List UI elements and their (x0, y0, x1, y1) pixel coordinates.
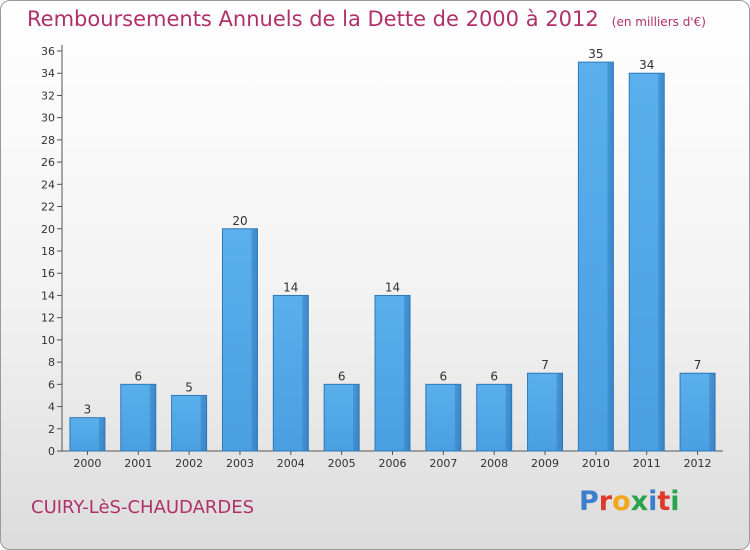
x-tick-label: 2008 (480, 457, 508, 470)
bar-shade (251, 228, 258, 451)
bar-shade (149, 384, 156, 451)
y-tick-label: 28 (41, 134, 55, 147)
bar-shade (404, 295, 410, 451)
y-tick-label: 34 (41, 67, 55, 80)
bar-value-label: 6 (440, 369, 448, 383)
city-name: CUIRY-LèS-CHAUDARDES (31, 497, 255, 518)
y-tick-label: 26 (41, 156, 55, 169)
x-tick-label: 2006 (379, 457, 407, 470)
x-tick-label: 2005 (328, 457, 356, 470)
logo-letter: P (579, 486, 599, 517)
bar-value-label: 5 (185, 380, 193, 394)
y-tick-label: 18 (41, 245, 55, 258)
bar-value-label: 14 (283, 280, 298, 294)
bar-value-label: 7 (541, 358, 549, 372)
logo-letter: r (598, 486, 613, 517)
bar-shade (302, 295, 309, 451)
bar-shade (658, 73, 665, 451)
y-tick-label: 30 (41, 112, 55, 125)
bar-shade (709, 373, 716, 451)
y-tick-label: 2 (48, 423, 55, 436)
chart-title: Remboursements Annuels de la Dette de 20… (27, 7, 599, 31)
chart-unit-note: (en milliers d'€) (611, 15, 706, 29)
x-tick-label: 2001 (124, 457, 152, 470)
y-tick-label: 12 (41, 312, 55, 325)
bar-shade (200, 395, 207, 451)
y-tick-label: 32 (41, 89, 55, 102)
y-tick-label: 24 (41, 178, 55, 191)
y-tick-label: 20 (41, 223, 55, 236)
y-tick-label: 0 (48, 445, 55, 458)
bar-value-label: 34 (639, 58, 654, 72)
bar-value-label: 6 (490, 369, 498, 383)
y-tick-label: 10 (41, 334, 55, 347)
logo-letter: i (670, 486, 680, 517)
logo-letter: t (657, 486, 671, 517)
y-tick-label: 14 (41, 289, 55, 302)
x-tick-label: 2000 (73, 457, 101, 470)
bar-shade (505, 384, 512, 451)
x-tick-label: 2010 (582, 457, 610, 470)
x-tick-label: 2012 (684, 457, 712, 470)
y-tick-label: 4 (48, 401, 55, 414)
bar-shade (353, 384, 360, 451)
y-tick-label: 22 (41, 201, 55, 214)
y-tick-label: 6 (48, 378, 55, 391)
bar-shade (98, 417, 105, 451)
y-tick-label: 36 (41, 45, 55, 58)
x-tick-label: 2002 (175, 457, 203, 470)
bar-value-label: 3 (84, 403, 92, 417)
logo-letter: i (648, 486, 658, 517)
x-tick-label: 2009 (531, 457, 559, 470)
y-tick-label: 8 (48, 356, 55, 369)
bar-value-label: 35 (588, 47, 603, 61)
x-tick-label: 2003 (226, 457, 254, 470)
bar-shade (454, 384, 461, 451)
bar-value-label: 6 (338, 369, 346, 383)
logo-letter: x (630, 486, 649, 517)
x-tick-label: 2011 (633, 457, 661, 470)
bar-value-label: 6 (134, 369, 142, 383)
bar-value-label: 20 (232, 214, 247, 228)
logo-letter: o (612, 486, 631, 517)
x-tick-label: 2004 (277, 457, 305, 470)
chart-title-block: Remboursements Annuels de la Dette de 20… (27, 7, 706, 31)
bar-value-label: 7 (694, 358, 702, 372)
x-tick-label: 2007 (429, 457, 457, 470)
y-tick-label: 16 (41, 267, 55, 280)
bar-shade (556, 373, 563, 451)
bar-shade (607, 62, 614, 451)
proxiti-logo: Proxiti (579, 486, 680, 517)
bar-value-label: 14 (385, 280, 400, 294)
